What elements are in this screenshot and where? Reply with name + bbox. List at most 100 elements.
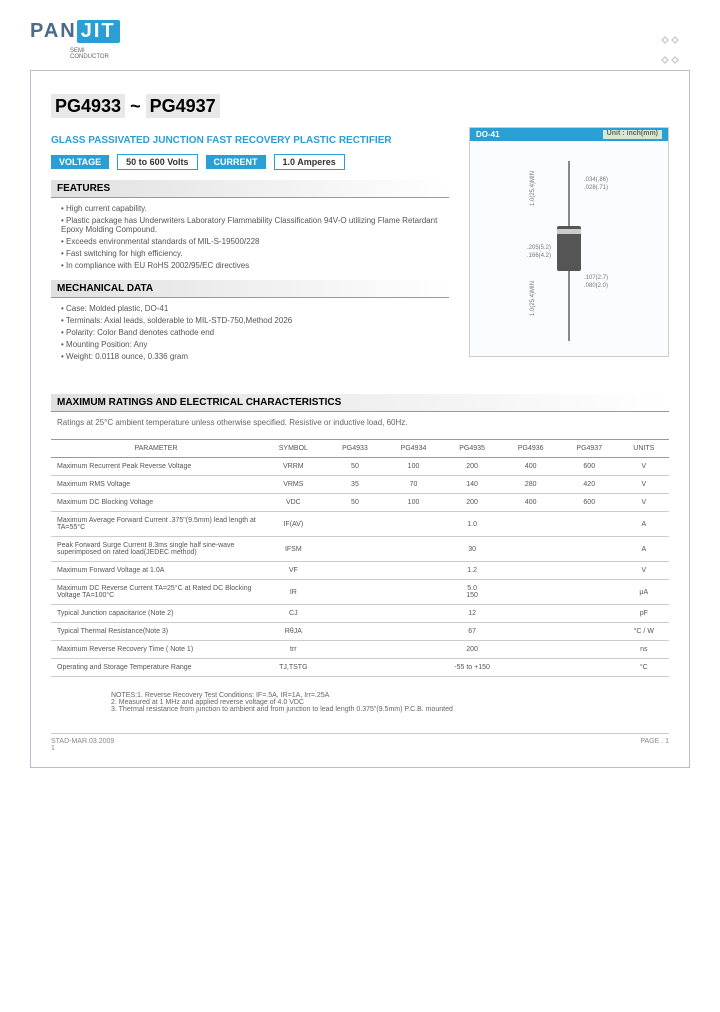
unit-cell: V bbox=[619, 494, 669, 512]
left-column: GLASS PASSIVATED JUNCTION FAST RECOVERY … bbox=[51, 127, 449, 364]
mechanical-list: Case: Molded plastic, DO-41Terminals: Ax… bbox=[51, 304, 449, 361]
datasheet-page: ⋄⋄⋄⋄ PANJIT SEMICONDUCTOR PG4933 ~ PG493… bbox=[0, 0, 720, 1012]
logo-prefix: PAN bbox=[30, 20, 77, 43]
svg-text:.080(2.0): .080(2.0) bbox=[584, 283, 608, 289]
mechanical-item: Mounting Position: Any bbox=[61, 340, 449, 349]
param-cell: Maximum Forward Voltage at 1.0A bbox=[51, 562, 261, 580]
table-row: Operating and Storage Temperature RangeT… bbox=[51, 659, 669, 677]
footer-num: 1 bbox=[51, 745, 114, 752]
value-cell: 50 bbox=[326, 494, 385, 512]
current-label: CURRENT bbox=[206, 155, 266, 169]
feature-item: Plastic package has Underwriters Laborat… bbox=[61, 216, 449, 234]
unit-cell: μA bbox=[619, 580, 669, 605]
table-header: UNITS bbox=[619, 440, 669, 458]
table-row: Maximum Forward Voltage at 1.0AVF1.2V bbox=[51, 562, 669, 580]
value-cell: 35 bbox=[326, 476, 385, 494]
value-cell: 200 bbox=[443, 494, 502, 512]
value-cell: 420 bbox=[560, 476, 619, 494]
value-span-cell: 12 bbox=[326, 605, 619, 623]
value-cell: 100 bbox=[384, 494, 443, 512]
svg-text:1.0(25.4)MIN: 1.0(25.4)MIN bbox=[530, 171, 536, 206]
symbol-cell: IF(AV) bbox=[261, 512, 326, 537]
param-cell: Peak Forward Surge Current 8.3ms single … bbox=[51, 537, 261, 562]
value-span-cell: 67 bbox=[326, 623, 619, 641]
title-sep: ~ bbox=[125, 96, 146, 116]
table-header: SYMBOL bbox=[261, 440, 326, 458]
table-row: Typical Thermal Resistance(Note 3)RθJA67… bbox=[51, 623, 669, 641]
symbol-cell: TJ,TSTG bbox=[261, 659, 326, 677]
product-title: PG4933 ~ PG4937 bbox=[51, 96, 669, 117]
company-logo: PANJIT bbox=[30, 20, 690, 43]
ratings-table: PARAMETERSYMBOLPG4933PG4934PG4935PG4936P… bbox=[51, 439, 669, 677]
ratings-note: Ratings at 25°C ambient temperature unle… bbox=[51, 418, 669, 427]
table-row: Peak Forward Surge Current 8.3ms single … bbox=[51, 537, 669, 562]
value-span-cell: 1.2 bbox=[326, 562, 619, 580]
note-line: 2. Measured at 1 MHz and applied reverse… bbox=[111, 699, 669, 706]
unit-cell: pF bbox=[619, 605, 669, 623]
features-header: FEATURES bbox=[51, 180, 449, 198]
value-span-cell: 200 bbox=[326, 641, 619, 659]
logo-subtitle: SEMICONDUCTOR bbox=[70, 48, 690, 60]
feature-item: In compliance with EU RoHS 2002/95/EC di… bbox=[61, 261, 449, 270]
value-cell: 100 bbox=[384, 458, 443, 476]
unit-cell: V bbox=[619, 458, 669, 476]
svg-text:.107(2.7): .107(2.7) bbox=[584, 275, 608, 281]
symbol-cell: trr bbox=[261, 641, 326, 659]
package-diagram: DO-41 Unit : inch(mm) .034(.86) .028(.71… bbox=[469, 127, 669, 357]
mechanical-header: MECHANICAL DATA bbox=[51, 280, 449, 298]
symbol-cell: VF bbox=[261, 562, 326, 580]
svg-text:.028(.71): .028(.71) bbox=[584, 185, 608, 191]
unit-cell: ns bbox=[619, 641, 669, 659]
current-value: 1.0 Amperes bbox=[274, 154, 345, 170]
value-span-cell: 30 bbox=[326, 537, 619, 562]
table-row: Maximum Average Forward Current .375"(9.… bbox=[51, 512, 669, 537]
param-cell: Typical Junction capacitance (Note 2) bbox=[51, 605, 261, 623]
table-row: Maximum Reverse Recovery Time ( Note 1)t… bbox=[51, 641, 669, 659]
unit-cell: A bbox=[619, 537, 669, 562]
value-span-cell: 5.0 150 bbox=[326, 580, 619, 605]
content-frame: PG4933 ~ PG4937 GLASS PASSIVATED JUNCTIO… bbox=[30, 70, 690, 768]
param-cell: Maximum Average Forward Current .375"(9.… bbox=[51, 512, 261, 537]
decoration-dots: ⋄⋄⋄⋄ bbox=[660, 30, 680, 70]
value-span-cell: 1.0 bbox=[326, 512, 619, 537]
table-row: Maximum DC Blocking VoltageVDC5010020040… bbox=[51, 494, 669, 512]
unit-cell: °C / W bbox=[619, 623, 669, 641]
voltage-value: 50 to 600 Volts bbox=[117, 154, 197, 170]
features-list: High current capability.Plastic package … bbox=[51, 204, 449, 270]
footer-date: STAD-MAR.03.2009 bbox=[51, 738, 114, 745]
symbol-cell: RθJA bbox=[261, 623, 326, 641]
param-cell: Operating and Storage Temperature Range bbox=[51, 659, 261, 677]
table-header: PG4936 bbox=[501, 440, 560, 458]
param-cell: Maximum RMS Voltage bbox=[51, 476, 261, 494]
diagram-header: DO-41 Unit : inch(mm) bbox=[470, 128, 668, 141]
page-footer: STAD-MAR.03.2009 1 PAGE . 1 bbox=[51, 733, 669, 752]
value-cell: 140 bbox=[443, 476, 502, 494]
title-part1: PG4933 bbox=[51, 94, 125, 118]
feature-item: Exceeds environmental standards of MIL-S… bbox=[61, 237, 449, 246]
svg-text:.166(4.2): .166(4.2) bbox=[527, 253, 551, 259]
mechanical-item: Polarity: Color Band denotes cathode end bbox=[61, 328, 449, 337]
svg-text:.205(5.2): .205(5.2) bbox=[527, 245, 551, 251]
value-cell: 70 bbox=[384, 476, 443, 494]
unit-label: Unit : inch(mm) bbox=[603, 130, 662, 139]
value-cell: 280 bbox=[501, 476, 560, 494]
table-row: Typical Junction capacitance (Note 2)CJ1… bbox=[51, 605, 669, 623]
symbol-cell: VDC bbox=[261, 494, 326, 512]
symbol-cell: VRRM bbox=[261, 458, 326, 476]
value-cell: 600 bbox=[560, 458, 619, 476]
right-column: DO-41 Unit : inch(mm) .034(.86) .028(.71… bbox=[469, 127, 669, 364]
note-line: NOTES:1. Reverse Recovery Test Condition… bbox=[111, 692, 669, 699]
symbol-cell: VRMS bbox=[261, 476, 326, 494]
param-cell: Typical Thermal Resistance(Note 3) bbox=[51, 623, 261, 641]
diode-drawing: .034(.86) .028(.71) 1.0(25.4)MIN .205(5.… bbox=[479, 151, 659, 351]
param-cell: Maximum Recurrent Peak Reverse Voltage bbox=[51, 458, 261, 476]
top-section: GLASS PASSIVATED JUNCTION FAST RECOVERY … bbox=[51, 127, 669, 364]
value-cell: 200 bbox=[443, 458, 502, 476]
symbol-cell: IFSM bbox=[261, 537, 326, 562]
unit-cell: A bbox=[619, 512, 669, 537]
mechanical-item: Weight: 0.0118 ounce, 0.336 gram bbox=[61, 352, 449, 361]
param-cell: Maximum DC Blocking Voltage bbox=[51, 494, 261, 512]
notes-block: NOTES:1. Reverse Recovery Test Condition… bbox=[51, 692, 669, 713]
ratings-header: MAXIMUM RATINGS AND ELECTRICAL CHARACTER… bbox=[51, 394, 669, 412]
value-cell: 600 bbox=[560, 494, 619, 512]
